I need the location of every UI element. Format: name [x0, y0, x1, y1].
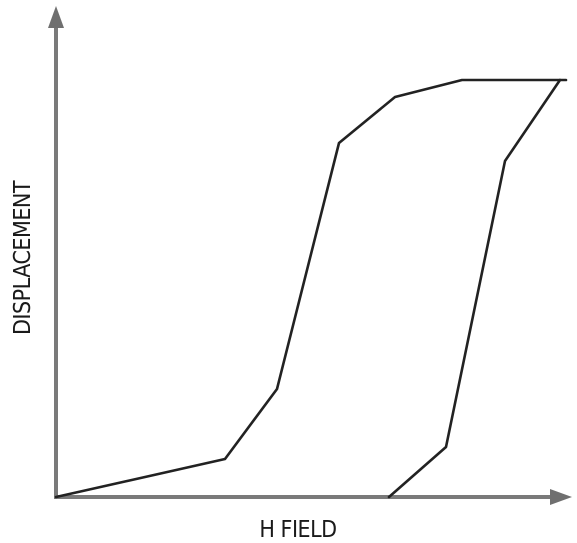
- hysteresis-right-branch: [389, 80, 560, 497]
- x-axis-label: H FIELD: [259, 517, 336, 543]
- x-axis-arrowhead: [550, 489, 572, 505]
- hysteresis-left-branch: [56, 80, 566, 497]
- y-axis-arrowhead: [48, 6, 64, 28]
- y-axis-label: DISPLACEMENT: [10, 180, 36, 335]
